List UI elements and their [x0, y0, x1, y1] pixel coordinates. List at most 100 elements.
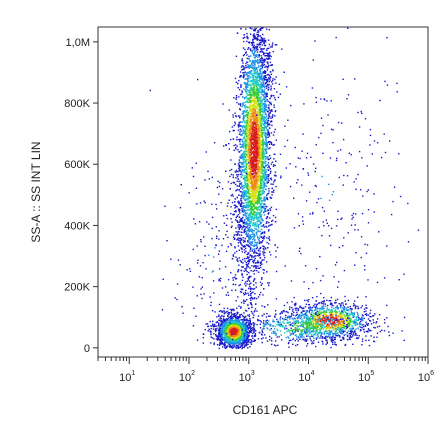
event-point — [267, 209, 269, 211]
event-point — [259, 208, 261, 211]
event-point — [241, 191, 244, 193]
event-point — [241, 113, 243, 115]
event-point — [253, 175, 256, 177]
event-point — [242, 266, 244, 268]
event-point — [270, 141, 272, 144]
event-point — [248, 189, 250, 192]
event-point — [243, 239, 245, 241]
event-point — [257, 74, 260, 77]
event-point — [258, 219, 260, 221]
event-point — [249, 96, 251, 99]
event-point — [264, 41, 267, 43]
event-point — [266, 125, 269, 127]
event-point — [235, 177, 237, 179]
event-point — [268, 158, 270, 161]
event-point — [262, 94, 264, 97]
event-point — [239, 204, 241, 206]
event-point — [242, 72, 244, 74]
event-point — [250, 292, 253, 294]
event-point — [250, 138, 252, 140]
event-point — [262, 120, 264, 123]
event-point — [237, 224, 239, 226]
event-point — [256, 223, 258, 225]
event-point — [259, 144, 261, 146]
event-point — [254, 46, 256, 49]
event-point — [262, 163, 264, 165]
event-point — [244, 251, 246, 254]
event-point — [269, 124, 271, 126]
event-point — [256, 270, 258, 272]
event-point — [242, 132, 244, 134]
event-point — [259, 146, 262, 148]
event-point — [242, 113, 244, 115]
event-point — [258, 84, 260, 86]
event-point — [247, 183, 249, 185]
event-point — [257, 267, 259, 269]
event-point — [239, 157, 242, 159]
event-point — [258, 267, 260, 269]
event-point — [248, 71, 251, 73]
event-point — [264, 44, 267, 47]
event-point — [244, 260, 246, 262]
event-point — [242, 147, 245, 149]
event-point — [246, 140, 248, 142]
event-point — [248, 223, 250, 225]
event-point — [244, 97, 246, 99]
event-point — [243, 132, 245, 135]
event-point — [237, 269, 240, 271]
event-point — [248, 153, 250, 155]
event-point — [250, 236, 253, 239]
event-point — [258, 161, 260, 163]
event-point — [240, 84, 242, 86]
event-point — [260, 166, 262, 168]
event-point — [258, 242, 260, 244]
event-point — [267, 162, 270, 164]
event-point — [249, 226, 251, 228]
event-point — [250, 196, 252, 198]
event-point — [251, 125, 253, 127]
event-point — [246, 77, 248, 80]
event-point — [254, 238, 256, 241]
event-point — [266, 142, 268, 144]
event-point — [257, 73, 259, 75]
event-point — [252, 196, 255, 198]
event-point — [255, 142, 258, 145]
event-point — [255, 192, 257, 195]
event-point — [233, 210, 236, 213]
event-point — [258, 154, 261, 156]
event-point — [255, 49, 258, 51]
event-point — [261, 60, 264, 62]
event-point — [260, 100, 262, 103]
event-point — [237, 226, 239, 228]
event-point — [261, 66, 264, 68]
event-point — [245, 217, 247, 220]
event-point — [251, 196, 253, 198]
event-point — [240, 133, 242, 135]
event-point — [248, 156, 251, 158]
event-point — [253, 273, 255, 275]
event-point — [251, 212, 254, 215]
event-point — [274, 244, 276, 246]
event-point — [256, 201, 258, 204]
event-point — [267, 55, 269, 57]
event-point — [263, 169, 266, 172]
event-point — [260, 152, 262, 154]
event-point — [264, 75, 267, 77]
event-point — [263, 86, 265, 88]
event-point — [263, 183, 265, 186]
event-point — [260, 165, 263, 167]
event-point — [237, 124, 239, 127]
event-point — [263, 214, 266, 216]
event-point — [264, 113, 267, 116]
event-point — [245, 189, 247, 192]
event-point — [237, 129, 240, 131]
event-point — [240, 237, 242, 239]
event-point — [266, 99, 268, 101]
event-point — [261, 37, 263, 40]
event-point — [238, 123, 240, 126]
event-point — [264, 59, 266, 62]
event-point — [263, 176, 265, 178]
event-point — [268, 192, 270, 194]
event-point — [242, 195, 244, 197]
event-point — [248, 235, 250, 237]
